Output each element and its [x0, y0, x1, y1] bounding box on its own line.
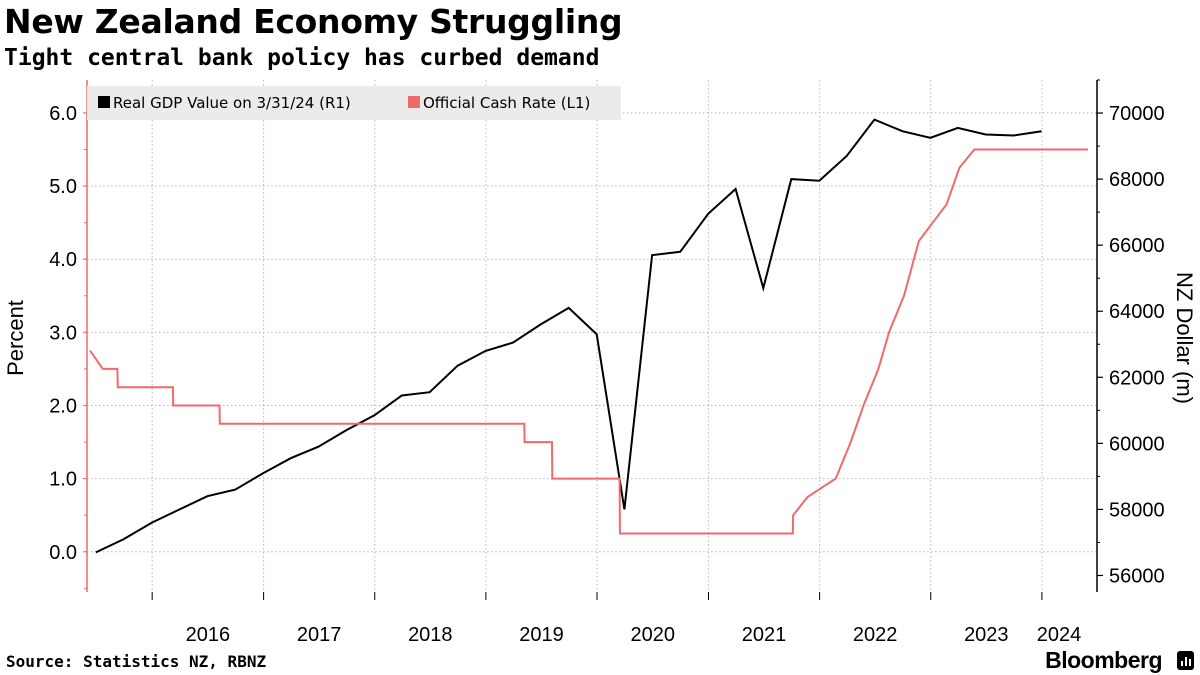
x-tick-label: 2018: [408, 624, 453, 646]
source-note: Source: Statistics NZ, RBNZ: [6, 652, 267, 671]
right-tick-label: 56000: [1109, 565, 1165, 587]
right-tick-label: 64000: [1109, 301, 1165, 323]
legend-label-ocr: Official Cash Rate (L1): [423, 94, 590, 112]
left-tick-label: 0.0: [49, 542, 77, 564]
right-tick-label: 66000: [1109, 235, 1165, 257]
series-line-gdp: [95, 118, 1042, 554]
brand-logo-text: Bloomberg: [1045, 647, 1162, 673]
legend-label-gdp: Real GDP Value on 3/31/24 (R1): [113, 94, 351, 112]
x-tick-label: 2024: [1037, 624, 1082, 646]
left-tick-label: 6.0: [49, 103, 77, 125]
legend-swatch-ocr: [408, 96, 420, 108]
x-tick-label: 2017: [297, 624, 342, 646]
left-tick-label: 3.0: [49, 322, 77, 344]
x-tick-label: 2022: [853, 624, 898, 646]
right-tick-label: 60000: [1109, 433, 1165, 455]
legend: Real GDP Value on 3/31/24 (R1) Official …: [87, 86, 621, 120]
left-tick-label: 2.0: [49, 395, 77, 417]
right-tick-label: 68000: [1109, 169, 1165, 191]
legend-background: [87, 86, 621, 120]
y-axis-right-label: NZ Dollar (m): [1172, 272, 1197, 404]
bloomberg-chart-icon: [1177, 651, 1194, 670]
left-tick-label: 5.0: [49, 176, 77, 198]
chart-subtitle: Tight central bank policy has curbed dem…: [4, 45, 600, 71]
right-tick-label: 62000: [1109, 367, 1165, 389]
right-tick-label: 70000: [1109, 103, 1165, 125]
x-tick-label: 2016: [186, 624, 231, 646]
left-tick-label: 4.0: [49, 249, 77, 271]
x-tick-label: 2020: [630, 624, 675, 646]
y-axis-left-label: Percent: [3, 300, 28, 376]
x-tick-label: 2021: [742, 624, 787, 646]
x-tick-label: 2019: [519, 624, 564, 646]
right-tick-label: 58000: [1109, 499, 1165, 521]
series-layer: [89, 118, 1088, 554]
chart-title: New Zealand Economy Struggling: [4, 2, 623, 41]
left-tick-label: 1.0: [49, 469, 77, 491]
legend-swatch-gdp: [98, 96, 110, 108]
series-line-ocr: [89, 148, 1088, 535]
x-tick-label: 2023: [964, 624, 1009, 646]
grid-layer: [87, 80, 1097, 592]
axes-layer: 0.0 1.0 2.0 3.0 4.0 5.0 6.0 56000 58000 60000 6200…: [49, 79, 1165, 646]
